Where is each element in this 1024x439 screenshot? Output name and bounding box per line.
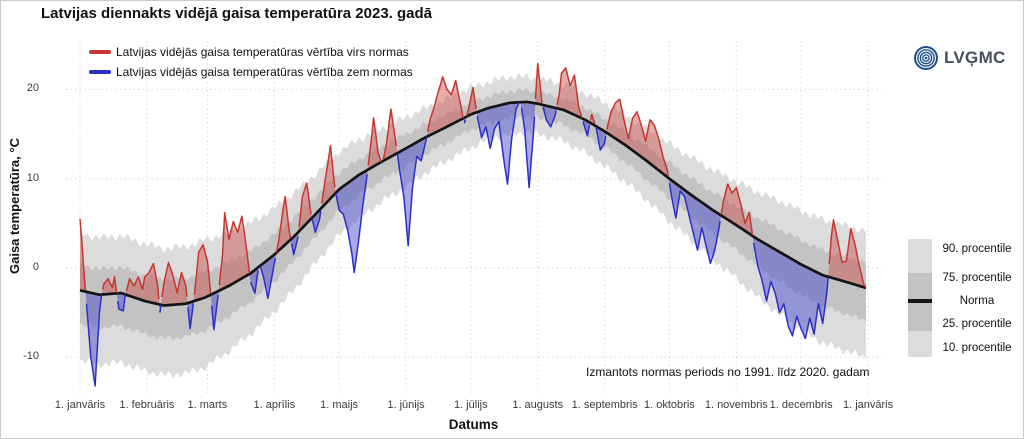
- percentile-label-75: 75. procentile: [942, 272, 1012, 284]
- temperature-line-below: [85, 101, 829, 387]
- x-tick-label: 1. februāris: [119, 399, 175, 411]
- x-tick-label: 1. jūlijs: [453, 399, 488, 411]
- percentile-bar-25-10: [908, 331, 932, 357]
- percentile-label-90: 90. procentile: [942, 243, 1012, 255]
- lvgmc-logo: LVĢMC: [913, 45, 1006, 71]
- below-norm-area: [80, 101, 866, 386]
- y-tick-label: -10: [23, 350, 39, 363]
- x-tick-label: 1. jūnijs: [387, 399, 425, 411]
- percentile-label-25: 25. procentile: [942, 318, 1012, 330]
- x-tick-label: 1. decembris: [769, 399, 833, 411]
- legend-label-below-norm: Latvijas vidējās gaisa temperatūras vērt…: [116, 65, 413, 79]
- percentile-band-25-75: [80, 88, 866, 340]
- percentile-bar-norm-line: [908, 299, 932, 303]
- x-tick-label: 1. aprīlis: [253, 399, 296, 411]
- series-legend: Latvijas vidējās gaisa temperatūras vērt…: [89, 42, 413, 82]
- temperature-line-above: [79, 62, 867, 300]
- x-tick-label: 1. oktobris: [644, 399, 695, 411]
- y-tick-label: 0: [32, 261, 39, 273]
- x-axis-label: Datums: [448, 417, 499, 432]
- x-tick-label: 1. maijs: [320, 399, 359, 411]
- percentile-bar-90-75: [908, 239, 932, 273]
- chart-title: Latvijas diennakts vidējā gaisa temperat…: [41, 5, 433, 22]
- y-tick-label: 10: [26, 171, 39, 184]
- x-tick-label: 1. janvāris: [54, 399, 106, 411]
- norm-line: [79, 100, 867, 307]
- lvgmc-logo-icon: [914, 46, 938, 70]
- lvgmc-logo-text: LVĢMC: [944, 48, 1006, 67]
- norm-period-note: Izmantots normas periods no 1991. līdz 2…: [586, 365, 870, 379]
- legend-item-above-norm: Latvijas vidējās gaisa temperatūras vērt…: [89, 42, 413, 62]
- legend-swatch-below-norm: [89, 70, 111, 74]
- y-tick-label: 20: [26, 82, 39, 95]
- x-tick-label: 1. augusts: [512, 399, 564, 411]
- percentile-label-norma: Norma: [959, 295, 995, 307]
- above-norm-area: [80, 63, 866, 306]
- percentile-legend-bar: [908, 239, 932, 357]
- legend-swatch-above-norm: [89, 50, 111, 54]
- x-tick-label: 1. septembris: [571, 399, 638, 411]
- legend-item-below-norm: Latvijas vidējās gaisa temperatūras vērt…: [89, 62, 413, 82]
- percentile-band-10-90: [80, 73, 866, 378]
- percentile-label-10: 10. procentile: [942, 342, 1012, 354]
- legend-label-above-norm: Latvijas vidējās gaisa temperatūras vērt…: [116, 45, 409, 59]
- x-tick-label: 1. novembris: [704, 399, 768, 411]
- x-tick-label: 1. janvāris: [842, 399, 894, 411]
- x-tick-label: 1. marts: [187, 399, 228, 411]
